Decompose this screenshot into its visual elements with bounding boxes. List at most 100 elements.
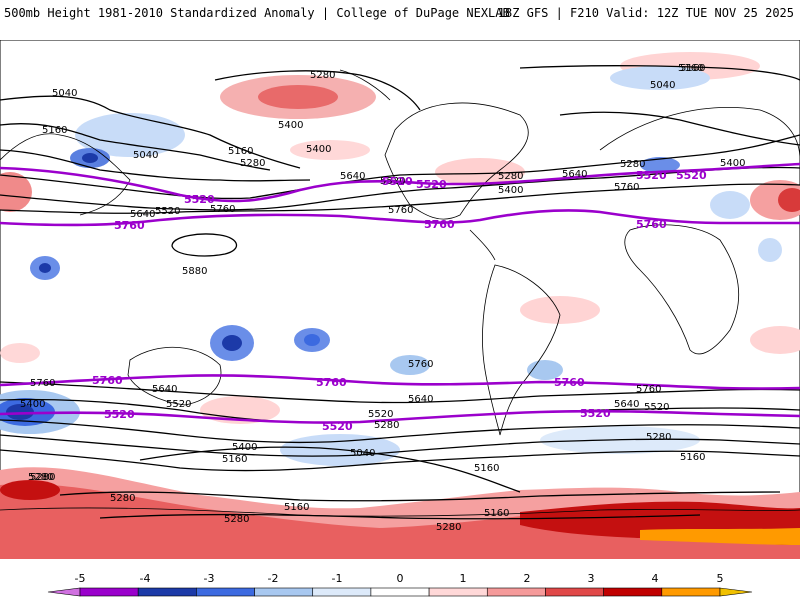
- purple-label: 5760: [316, 376, 347, 389]
- contour-label: 5280: [310, 70, 335, 81]
- contour-line: [0, 95, 301, 169]
- run-info: 18Z GFS | F210 Valid: 12Z TUE NOV 25 202…: [497, 6, 794, 20]
- contour-label: 5280: [374, 420, 399, 431]
- antarctica-outline: [0, 507, 800, 517]
- colorbar-tick-label: -4: [140, 572, 151, 585]
- negative-anomaly: [390, 355, 430, 375]
- colorbar-tick-label: -2: [268, 572, 279, 585]
- contour-label: 5160: [680, 452, 705, 463]
- contour-label: 5280: [240, 158, 265, 169]
- colorbar-ticks: -5 -4 -3 -2 -1 0 1 2 3 4 5: [75, 572, 724, 585]
- colorbar-segment: [79, 587, 139, 597]
- negative-anomaly: [82, 153, 98, 163]
- anomaly-map[interactable]: 5040 5160 5040 5160 5280 5400 5280 5400 …: [0, 40, 800, 559]
- purple-label: 5520: [416, 178, 447, 191]
- colorbar-tick-label: 3: [588, 572, 595, 585]
- contour-label: 5160: [284, 502, 309, 513]
- contour-label: 5280: [224, 514, 249, 525]
- positive-anomaly: [0, 343, 40, 363]
- contour-label: 5280: [28, 472, 53, 483]
- coastlines: [0, 69, 800, 517]
- contour-label: 5520: [368, 409, 393, 420]
- colorbar-end-max: [719, 587, 753, 597]
- contour-label: 5160: [42, 125, 67, 136]
- positive-anomaly: [0, 172, 32, 212]
- contour-line: [519, 65, 800, 81]
- positive-anomaly: [778, 188, 800, 212]
- negative-anomaly: [640, 157, 680, 173]
- contour-5520-north: [0, 162, 800, 203]
- negative-anomaly: [75, 113, 185, 157]
- contour-label: 5760: [210, 204, 235, 215]
- contour-5520-south: [0, 409, 800, 424]
- colorbar-end-min: [47, 587, 81, 597]
- contour-label: 5520: [644, 402, 669, 413]
- black-contour-labels: 5040 5160 5040 5160 5280 5400 5280 5400 …: [20, 63, 745, 533]
- contour-line: [0, 434, 800, 457]
- header: 500mb Height 1981-2010 Standardized Anom…: [0, 0, 800, 40]
- south-america-outline: [482, 264, 561, 436]
- colorbar-segment: [661, 587, 721, 597]
- purple-label: 5520: [580, 407, 611, 420]
- positive-anomaly: [258, 85, 338, 109]
- contour-label: 5160: [680, 63, 705, 74]
- contour-label: 5520: [166, 399, 191, 410]
- colorbar-segment: [603, 587, 663, 597]
- contour-line: [59, 491, 781, 502]
- negative-anomaly: [6, 404, 34, 420]
- contour-label: 5640: [152, 384, 177, 395]
- negative-anomaly: [222, 335, 242, 351]
- contour-5760-north: [0, 209, 800, 227]
- purple-label: 5520: [636, 169, 667, 182]
- contour-label: 5160: [474, 463, 499, 474]
- contour-label: 5760: [614, 182, 639, 193]
- positive-anomaly: [290, 140, 370, 160]
- colorbar-svg: -5 -4 -3 -2 -1 0 1 2 3 4 5: [47, 572, 753, 597]
- contour-line: [0, 381, 800, 404]
- contour-label: 5520: [155, 206, 180, 217]
- contour-label: 5280: [30, 472, 55, 483]
- purple-label: 5520: [184, 193, 215, 206]
- positive-anomaly: [200, 396, 280, 424]
- contour-label: 5640: [340, 171, 365, 182]
- colorbar-segment: [196, 587, 255, 597]
- central-america-outline: [469, 229, 496, 261]
- colorbar-tick-label: 0: [397, 572, 404, 585]
- contour-label: 5760: [408, 359, 433, 370]
- positive-anomaly: [750, 326, 800, 354]
- contour-line: [0, 134, 800, 200]
- africa-outline: [624, 224, 740, 355]
- positive-anomaly: [435, 158, 525, 186]
- contour-label: 5640: [130, 209, 155, 220]
- contour-line: [0, 419, 800, 444]
- contour-label: 5160: [484, 508, 509, 519]
- greenland-outline: [339, 69, 391, 101]
- positive-anomaly-band: [0, 484, 800, 559]
- colorbar-segment: [486, 587, 546, 597]
- purple-label: 5520: [676, 169, 707, 182]
- colorbar-segments: [47, 587, 753, 597]
- positive-anomaly-extreme: [640, 528, 800, 545]
- colorbar-segment: [545, 587, 604, 597]
- colorbar-tick-label: -3: [204, 572, 215, 585]
- colorbar-segment: [370, 587, 430, 597]
- contour-label: 5880: [182, 266, 207, 277]
- contour-label: 5760: [30, 378, 55, 389]
- positive-anomaly: [520, 296, 600, 324]
- eurasia-outline: [0, 107, 800, 216]
- contour-5760-south: [0, 374, 800, 390]
- color-scale: -5 -4 -3 -2 -1 0 1 2 3 4 5: [0, 568, 800, 600]
- contour-label: 5160: [678, 63, 703, 74]
- purple-label: 5520: [322, 420, 353, 433]
- contour-label: 5040: [650, 80, 675, 91]
- contour-line: [99, 513, 701, 520]
- contour-label: 5400: [232, 442, 257, 453]
- australia-outline: [127, 346, 222, 406]
- purple-contour-labels: 5520 5760 5520 5520 5760 5520 5760 5760 …: [92, 169, 707, 433]
- contour-line: [0, 123, 271, 171]
- negative-anomaly: [710, 191, 750, 219]
- contour-label: 5280: [498, 171, 523, 182]
- contour-label: 5280: [646, 432, 671, 443]
- purple-label: 5760: [92, 374, 123, 387]
- map-title: 500mb Height 1981-2010 Standardized Anom…: [4, 6, 510, 20]
